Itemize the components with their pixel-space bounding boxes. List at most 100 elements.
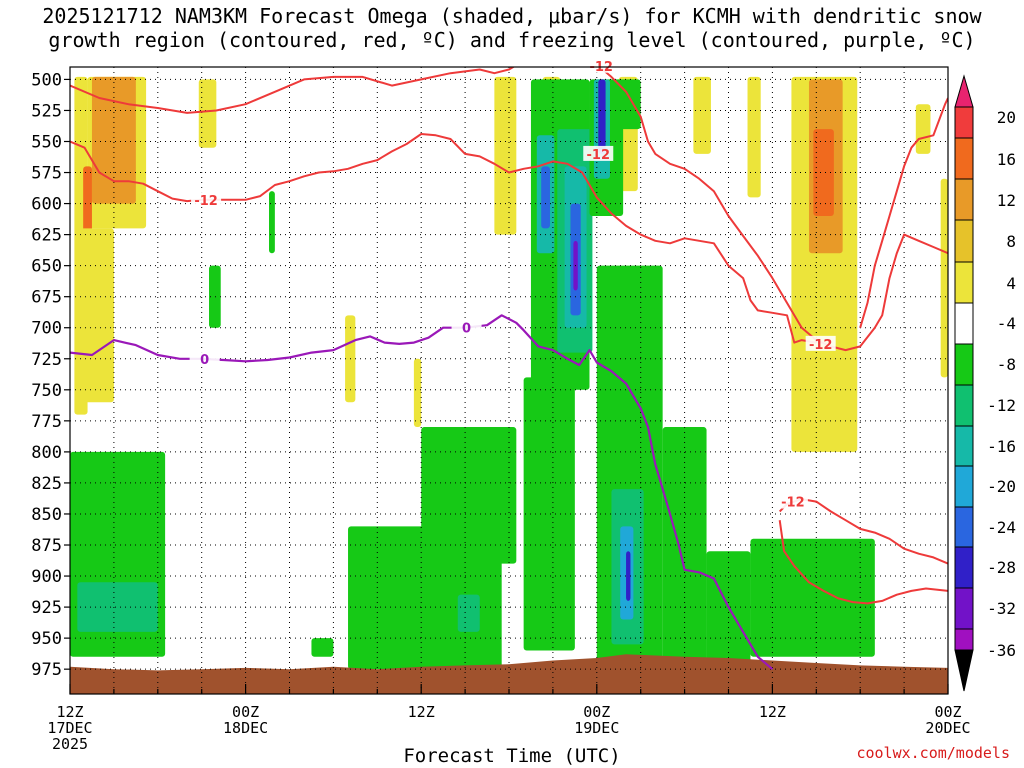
x-tick-label-0-1: 12Z (56, 703, 83, 721)
y-tick-label-975: 975 (31, 660, 62, 680)
terrain-fill (70, 654, 948, 694)
omega-cell-8 (494, 76, 517, 235)
colorbar-box-1 (954, 106, 974, 139)
colorbar-box-12 (954, 546, 974, 589)
omega-cell-42 (706, 551, 751, 670)
colorbar-box-8 (954, 384, 974, 427)
omega-cell-15 (813, 129, 834, 216)
y-tick-label-550: 550 (31, 132, 62, 152)
omega-cell-3 (83, 166, 92, 235)
omega-cell-7 (413, 358, 422, 428)
y-tick-label-700: 700 (31, 319, 62, 339)
contour-label-12-a-bg (191, 191, 222, 207)
freezing-level-contour (70, 314, 774, 671)
x-tick-label-0-2: 17DEC (47, 719, 92, 737)
colorbar-label-5: -4 (997, 314, 1016, 333)
y-tick-label-750: 750 (31, 381, 62, 401)
colorbar-box-11 (954, 506, 974, 548)
terrain (70, 654, 948, 694)
omega-cell-32 (541, 166, 550, 229)
colorbar-label-1: 16 (997, 150, 1016, 169)
colorbar-label-7: -12 (987, 396, 1016, 415)
omega-cell-44 (311, 638, 334, 657)
y-tick-label-525: 525 (31, 101, 62, 121)
y-tick-label-575: 575 (31, 164, 62, 184)
colorbar-box-14 (954, 628, 974, 651)
colorbar-label-9: -20 (987, 477, 1016, 496)
colorbar-label-6: -8 (997, 355, 1016, 374)
contour-label-12-c: -12 (781, 496, 805, 511)
chart-title: 2025121712 NAM3KM Forecast Omega (shaded… (0, 4, 1024, 52)
credit-text: coolwx.com/models (856, 744, 1010, 762)
y-tick-label-650: 650 (31, 257, 62, 277)
y-tick-label-850: 850 (31, 505, 62, 525)
colorbar-label-8: -16 (987, 437, 1016, 456)
y-axis: 500 525 550 575 600 625 650 675 700 725 750 775 800 8… (31, 70, 70, 680)
colorbar-box-10 (954, 465, 974, 508)
colorbar-label-3: 8 (1006, 232, 1016, 251)
omega-cell-36 (618, 79, 641, 130)
y-tick-label-800: 800 (31, 443, 62, 463)
colorbar-label-11: -28 (987, 558, 1016, 577)
x-tick-label-3-2: 19DEC (574, 719, 619, 737)
contour-label-12-d-bg (586, 57, 617, 73)
y-tick-label-875: 875 (31, 536, 62, 556)
colorbar-box-6 (954, 302, 974, 345)
contour-label-0-a-bg (189, 350, 220, 366)
omega-cell-2 (91, 76, 136, 204)
colorbar-label-10: -24 (987, 518, 1016, 537)
omega-cell-25 (523, 377, 575, 651)
colorbar-box-9 (954, 425, 974, 467)
chart-title-line1: 2025121712 NAM3KM Forecast Omega (shaded… (42, 4, 982, 28)
omega-cell-4 (77, 228, 114, 403)
omega-cell-16 (915, 104, 931, 154)
omega-cell-43 (750, 538, 875, 657)
y-tick-label-925: 925 (31, 598, 62, 618)
contour-label-12-b: -12 (809, 338, 833, 353)
omega-cell-23 (421, 427, 517, 564)
y-tick-label-725: 725 (31, 350, 62, 370)
colorbar-label-12: -32 (987, 599, 1016, 618)
x-tick-label-5-2: 20DEC (925, 719, 970, 737)
x-axis-title: Forecast Time (UTC) (403, 745, 621, 767)
omega-cell-41 (662, 427, 707, 670)
omega-cell-12 (747, 76, 761, 198)
contour-label-0-a: 0 (200, 353, 209, 368)
omega-cell-35 (598, 79, 606, 154)
contour-label-0-b: 0 (462, 322, 471, 337)
x-tick-label-3-1: 00Z (583, 703, 610, 721)
contour-label-12-b-bg (805, 335, 836, 351)
colorbar-box-13 (954, 587, 974, 630)
y-tick-label-625: 625 (31, 226, 62, 246)
omega-cell-20 (209, 265, 221, 328)
x-tick-label-2-1: 12Z (408, 703, 435, 721)
x-tick-label-1-1: 00Z (232, 703, 259, 721)
colorbar-box-7 (954, 343, 974, 386)
y-tick-label-825: 825 (31, 474, 62, 494)
omega-cell-17 (940, 178, 948, 378)
omega-cell-40 (626, 551, 631, 601)
contour-label-12-e-bg (583, 145, 614, 161)
y-tick-label-950: 950 (31, 629, 62, 649)
colorbar-box-3 (954, 178, 974, 221)
colorbar-label-13: -36 (987, 641, 1016, 660)
contour-label-12-c-bg (777, 493, 808, 509)
y-tick-label-675: 675 (31, 288, 62, 308)
colorbar: 20 16 12 8 4 -4 -8 -12 -16 -20 -24 -28 -32 -36 (954, 74, 1016, 692)
dgz-contour-right (598, 67, 948, 352)
contour-label-12-e: -12 (587, 148, 611, 163)
omega-cell-21 (269, 191, 275, 254)
colorbar-box-5 (954, 261, 974, 304)
colorbar-box-2 (954, 137, 974, 180)
colorbar-top-triangle (954, 74, 974, 108)
omega-shading (70, 76, 948, 670)
omega-cell-11 (693, 76, 711, 154)
contour-label-0-b-bg (451, 319, 482, 335)
dgz-contour-mid (70, 133, 817, 344)
x-tick-label-1-2: 18DEC (223, 719, 268, 737)
dgz-contour-topright (859, 97, 948, 328)
chart-title-line2: growth region (contoured, red, ºC) and f… (48, 28, 976, 52)
